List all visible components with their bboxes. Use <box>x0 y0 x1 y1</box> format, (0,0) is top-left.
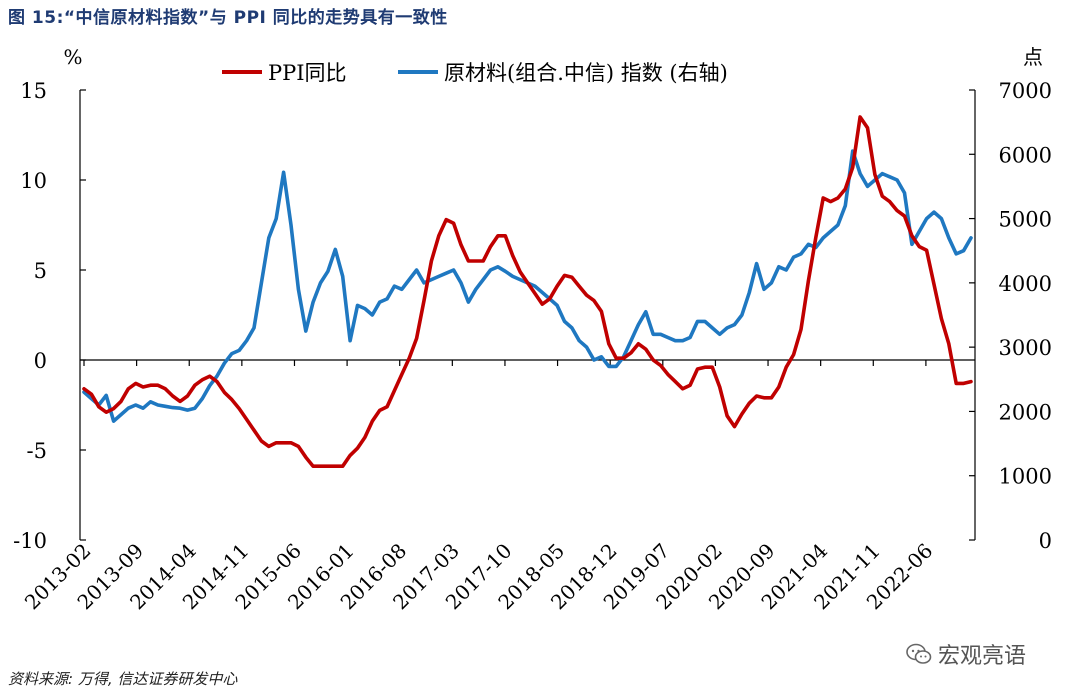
wechat-icon <box>906 643 932 664</box>
right-unit-label: 点 <box>1023 45 1043 69</box>
right-tick-label: 5000 <box>999 208 1052 232</box>
left-tick-label: 0 <box>34 349 47 373</box>
right-tick-label: 6000 <box>999 143 1052 167</box>
chart-ticks: 15 10 5 0 -5 -10 7000 6000 5000 4000 3000 2000 1000 0… <box>13 79 1052 614</box>
left-tick-label: 15 <box>20 79 47 103</box>
ppi-yoy-line <box>82 115 973 469</box>
chart-legend: PPI同比 原材料(组合.中信) 指数 (右轴) <box>222 61 728 85</box>
left-unit-label: % <box>63 45 82 69</box>
legend-label-raw: 原材料(组合.中信) 指数 (右轴) <box>444 61 728 85</box>
right-tick-label: 0 <box>1039 529 1052 553</box>
right-tick-label: 2000 <box>999 400 1052 424</box>
source-note: 资料来源: 万得, 信达证券研发中心 <box>8 670 238 688</box>
left-tick-label: 5 <box>34 259 47 283</box>
legend-label-ppi: PPI同比 <box>268 61 347 85</box>
figure-title: 图 15:“中信原材料指数”与 PPI 同比的走势具有一致性 <box>8 8 448 28</box>
left-tick-label: -10 <box>13 529 47 553</box>
watermark-text: 宏观亮语 <box>938 644 1027 669</box>
left-tick-label: -5 <box>27 439 47 463</box>
right-tick-label: 4000 <box>999 272 1052 296</box>
right-tick-label: 7000 <box>999 79 1052 103</box>
chart-axes: % 点 <box>63 45 1043 540</box>
chart-lines <box>82 115 973 469</box>
left-tick-label: 10 <box>20 169 47 193</box>
right-tick-label: 3000 <box>999 336 1052 360</box>
watermark: 宏观亮语 <box>906 638 1026 670</box>
right-tick-label: 1000 <box>999 465 1052 489</box>
